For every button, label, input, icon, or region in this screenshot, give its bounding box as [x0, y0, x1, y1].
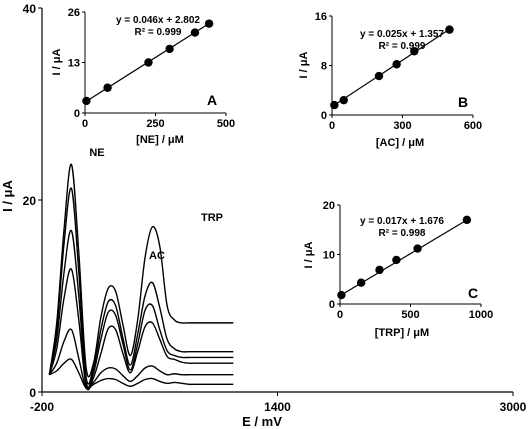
inset-c: 0 500 1000 0 10 20 y = 0.017x + 1.676 R² = 0.… [303, 200, 493, 339]
inset-a-x-tick-label: 500 [217, 118, 235, 130]
main-y-tick-label: 0 [29, 386, 36, 400]
inset-c-x-tick-label: 500 [401, 309, 419, 321]
inset-c-data-point [356, 278, 366, 287]
inset-c-y-label: I / μA [303, 241, 315, 268]
voltammogram-curve-2 [48, 328, 234, 391]
inset-b-data-point [445, 25, 454, 34]
inset-c-r2: R² = 0.998 [379, 228, 426, 239]
voltammogram-curve-6 [48, 163, 234, 378]
inset-b-fit-line [334, 28, 450, 106]
inset-b-y-tick-label: 8 [321, 61, 327, 73]
peak-label-trp: TRP [201, 212, 223, 224]
main-x-tick-label: 3000 [500, 400, 527, 414]
inset-c-y-tick-label: 10 [323, 250, 335, 262]
inset-b-y-label: I / μA [298, 51, 310, 78]
inset-c-data-point [413, 244, 422, 253]
inset-b-data-point [330, 100, 339, 110]
inset-c-x-tick-label: 1000 [469, 309, 493, 321]
inset-c-ticks: 0 500 1000 0 10 20 [323, 200, 493, 321]
inset-a-y-label: I / μA [51, 48, 63, 75]
inset-b-data-point [374, 71, 384, 81]
inset-c-equation: y = 0.017x + 1.676 [360, 216, 444, 227]
inset-b: 0 300 600 0 8 16 y = 0.025x + 1.357 R² = 0.99… [298, 11, 482, 149]
main-y-label: I / μA [0, 179, 15, 211]
inset-b-y-tick-label: 0 [321, 110, 327, 122]
main-y-tick-label: 40 [23, 2, 37, 16]
inset-c-panel-label: C [468, 285, 478, 301]
inset-b-r2: R² = 0.999 [379, 41, 426, 52]
inset-a-data-point [190, 28, 200, 37]
inset-a-y-tick-label: 13 [68, 58, 80, 70]
inset-a-x-label: [NE] / μM [136, 134, 184, 146]
inset-b-x-label: [AC] / μM [376, 137, 424, 149]
inset-a-panel-label: A [207, 92, 217, 108]
voltammogram-curves [48, 163, 234, 391]
voltammogram-curve-4 [48, 229, 234, 389]
inset-b-ticks: 0 300 600 0 8 16 [315, 11, 482, 132]
inset-b-x-tick-label: 600 [464, 120, 482, 132]
peak-label-ne: NE [89, 147, 104, 159]
main-x-tick-label: 1400 [264, 400, 291, 414]
peak-label-ac: AC [149, 250, 165, 262]
inset-a-x-tick-label: 0 [82, 118, 88, 130]
inset-b-y-tick-label: 16 [315, 11, 327, 23]
inset-a: 0 250 500 0 13 26 y = 0.046x + 2.802 R² = 0.9… [51, 7, 235, 146]
voltammogram-curve-1 [49, 358, 234, 390]
inset-a-ticks: 0 250 500 0 13 26 [68, 7, 235, 130]
inset-c-marks [337, 215, 472, 300]
inset-a-data-point [82, 96, 91, 106]
inset-c-data-point [392, 255, 401, 265]
inset-a-data-point [165, 44, 174, 54]
inset-b-x-tick-label: 0 [329, 120, 335, 132]
inset-a-y-tick-label: 0 [74, 108, 80, 120]
inset-a-data-point [103, 83, 112, 92]
inset-a-y-tick-label: 26 [68, 7, 80, 19]
voltammogram-curve-3 [48, 268, 234, 391]
inset-c-x-tick-label: 0 [337, 309, 343, 321]
inset-a-equation: y = 0.046x + 2.802 [116, 15, 200, 26]
inset-b-equation: y = 0.025x + 1.357 [360, 29, 444, 40]
inset-b-panel-label: B [458, 94, 468, 110]
inset-a-r2: R² = 0.999 [135, 27, 182, 38]
inset-a-data-point [144, 58, 153, 67]
inset-a-data-point [204, 19, 214, 28]
inset-c-data-point [375, 265, 384, 275]
inset-b-x-tick-label: 300 [393, 120, 411, 132]
inset-b-marks [330, 25, 454, 110]
inset-b-data-point [410, 47, 419, 56]
main-y-tick-label: 20 [23, 194, 37, 208]
main-x-tick-label: -200 [30, 400, 54, 414]
voltammogram-curve-5 [48, 187, 234, 385]
inset-c-y-tick-label: 20 [323, 200, 335, 212]
inset-c-data-point [337, 290, 346, 300]
inset-c-x-label: [TRP] / μM [375, 327, 429, 339]
inset-c-data-point [462, 215, 472, 225]
inset-a-x-tick-label: 250 [146, 118, 164, 130]
inset-c-y-tick-label: 0 [329, 299, 335, 311]
inset-a-marks [82, 19, 214, 106]
inset-b-data-point [392, 60, 401, 69]
main-x-label: E / mV [242, 414, 282, 429]
inset-b-data-point [339, 95, 348, 105]
